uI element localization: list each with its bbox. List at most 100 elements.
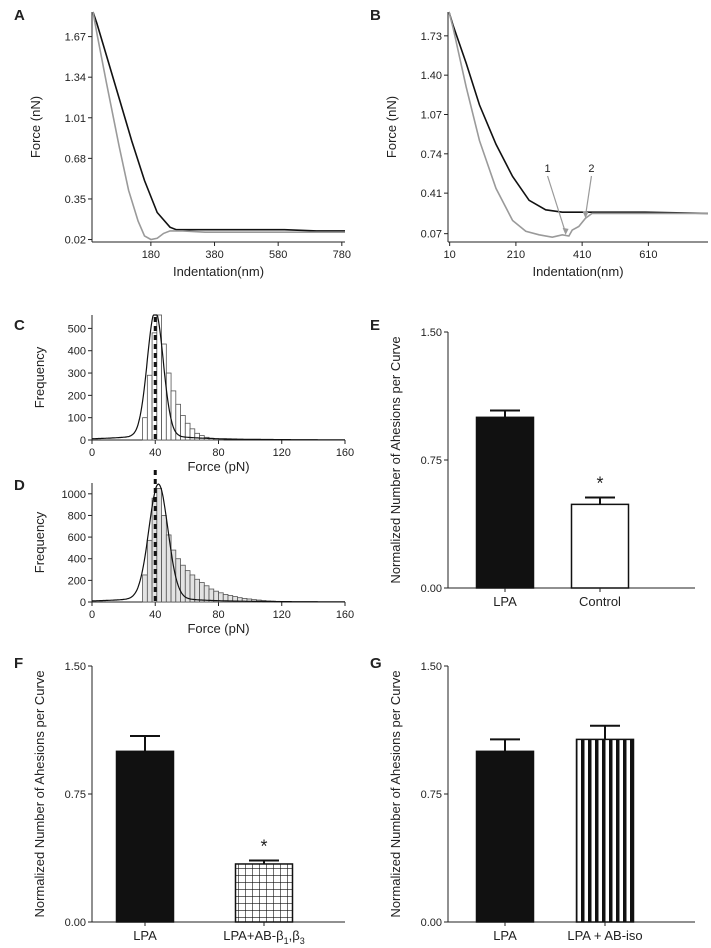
annotation-arrowhead bbox=[582, 211, 589, 219]
y-tick-label: 1.40 bbox=[421, 70, 442, 82]
y-tick-label: 1.34 bbox=[65, 72, 86, 84]
x-tick-label: 610 bbox=[639, 249, 657, 261]
histogram-bar bbox=[203, 585, 210, 603]
axes-E: 0.00 0.75 1.50 Normalized Number of Ahesion… bbox=[388, 327, 695, 595]
histogram-bar bbox=[161, 515, 167, 603]
y-axis-label: Frequency bbox=[32, 511, 47, 573]
x-axis-label: Force (pN) bbox=[187, 459, 249, 474]
y-tick-label: 300 bbox=[68, 368, 86, 380]
significance-star: * bbox=[596, 474, 603, 494]
axes-A: 0.02 0.35 0.68 1.01 1.34 1.67 180 380 580 780 Inde… bbox=[28, 12, 351, 279]
y-tick-label: 0.07 bbox=[421, 229, 442, 241]
panel-label-F: F bbox=[14, 655, 23, 672]
category-label: Control bbox=[579, 594, 621, 609]
y-tick-label: 800 bbox=[68, 510, 86, 522]
x-tick-label: 0 bbox=[89, 447, 95, 459]
y-axis-label: Frequency bbox=[32, 346, 47, 408]
y-tick-label: 0.00 bbox=[421, 917, 442, 929]
category-label: LPA bbox=[493, 928, 517, 943]
bar-lpa bbox=[475, 750, 535, 923]
histogram-bar bbox=[156, 488, 162, 603]
x-tick-label: 80 bbox=[212, 447, 224, 459]
significance-star: * bbox=[260, 837, 267, 857]
x-tick-label: 380 bbox=[205, 249, 223, 261]
y-axis-label: Normalized Number of Ahesions per Curve bbox=[32, 670, 47, 917]
axes-F: 0.00 0.75 1.50 Normalized Number of Ahesion… bbox=[32, 661, 345, 929]
y-tick-label: 0.75 bbox=[421, 455, 442, 467]
x-tick-label: 120 bbox=[273, 447, 291, 459]
y-tick-label: 0.00 bbox=[421, 583, 442, 595]
y-tick-label: 1.50 bbox=[65, 661, 86, 673]
y-tick-label: 500 bbox=[68, 323, 86, 335]
axes-G: 0.00 0.75 1.50 Normalized Number of Ahesion… bbox=[388, 661, 695, 929]
y-tick-label: 0.75 bbox=[421, 789, 442, 801]
histogram-bar bbox=[194, 432, 200, 441]
y-tick-label: 200 bbox=[68, 390, 86, 402]
axes-C: 0 100 200 300 400 500 0 40 80 120 160 Force (pN) Fre… bbox=[32, 315, 354, 474]
histogram-bar bbox=[142, 574, 148, 603]
bar-lpa bbox=[115, 750, 175, 923]
histogram-bar bbox=[199, 582, 205, 603]
histogram-bar bbox=[170, 390, 177, 441]
y-axis-label: Force (nN) bbox=[28, 96, 43, 158]
y-axis-label: Force (nN) bbox=[384, 96, 399, 158]
x-tick-label: 410 bbox=[573, 249, 591, 261]
x-tick-label: 160 bbox=[336, 447, 354, 459]
y-tick-label: 400 bbox=[68, 346, 86, 358]
panel-label-E: E bbox=[370, 317, 380, 334]
histogram-bar bbox=[151, 497, 158, 603]
bar-control bbox=[570, 503, 630, 589]
y-tick-label: 600 bbox=[68, 532, 86, 544]
category-label: LPA bbox=[493, 594, 517, 609]
histogram-bar bbox=[189, 428, 196, 441]
histogram-bar bbox=[142, 417, 148, 441]
fit-curve bbox=[91, 483, 345, 603]
histogram-bar bbox=[161, 343, 167, 441]
x-axis-label: Force (pN) bbox=[187, 621, 249, 636]
y-tick-label: 1.67 bbox=[65, 32, 86, 44]
y-axis-label: Normalized Number of Ahesions per Curve bbox=[388, 670, 403, 917]
panel-label-G: G bbox=[370, 655, 382, 672]
y-tick-label: 1.50 bbox=[421, 327, 442, 339]
x-tick-label: 210 bbox=[507, 249, 525, 261]
histogram-bar bbox=[146, 374, 153, 441]
series-line-retract bbox=[448, 11, 708, 239]
y-tick-label: 200 bbox=[68, 575, 86, 587]
y-tick-label: 1.07 bbox=[421, 109, 442, 121]
x-axis-label: Indentation(nm) bbox=[532, 264, 623, 279]
x-tick-label: 10 bbox=[444, 249, 456, 261]
annotation-arrowhead bbox=[562, 227, 569, 235]
x-tick-label: 160 bbox=[336, 609, 354, 621]
histogram-bar bbox=[194, 578, 200, 603]
panel-label-D: D bbox=[14, 477, 25, 494]
histogram-bar bbox=[189, 574, 196, 603]
panel-label-A: A bbox=[14, 7, 25, 24]
annotation-arrow bbox=[547, 175, 567, 234]
y-tick-label: 0.75 bbox=[65, 789, 86, 801]
panel-label-B: B bbox=[370, 7, 381, 24]
annotation-label: 1 bbox=[545, 163, 551, 175]
x-tick-label: 40 bbox=[149, 609, 161, 621]
y-tick-label: 0.41 bbox=[421, 188, 442, 200]
series-line-approach bbox=[92, 11, 345, 232]
y-tick-label: 400 bbox=[68, 554, 86, 566]
annotation-label: 2 bbox=[588, 163, 594, 175]
histogram-bar bbox=[146, 539, 153, 603]
y-tick-label: 0.68 bbox=[65, 153, 86, 165]
annotation-arrow bbox=[584, 175, 593, 217]
x-tick-label: 180 bbox=[142, 249, 160, 261]
y-tick-label: 0 bbox=[80, 597, 86, 609]
x-axis-label: Indentation(nm) bbox=[173, 264, 264, 279]
y-tick-label: 1.01 bbox=[65, 113, 86, 125]
panel-label-C: C bbox=[14, 317, 25, 334]
axes-D: 0 200 400 600 800 1000 0 40 80 120 160 Force (pN) Fr… bbox=[32, 483, 354, 636]
series-line-approach bbox=[448, 11, 709, 215]
y-tick-label: 1.50 bbox=[421, 661, 442, 673]
series-line-retract bbox=[92, 11, 345, 241]
y-tick-label: 100 bbox=[68, 413, 86, 425]
x-tick-label: 0 bbox=[89, 609, 95, 621]
x-tick-label: 80 bbox=[212, 609, 224, 621]
x-tick-label: 120 bbox=[273, 609, 291, 621]
